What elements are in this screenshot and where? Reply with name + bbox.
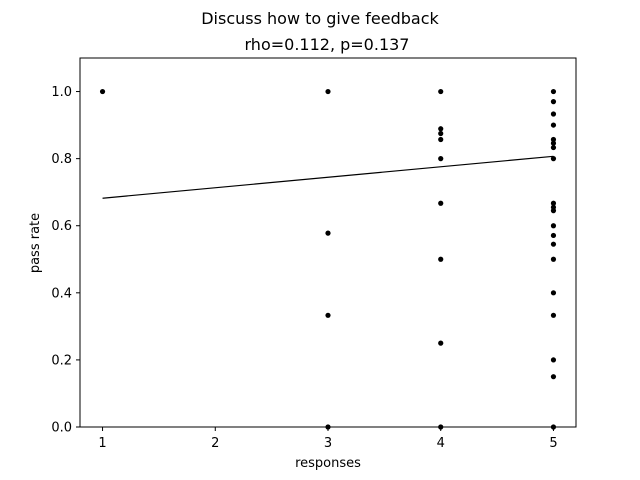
chart-title: Discuss how to give feedback [201, 9, 439, 28]
data-point-3 [325, 312, 331, 318]
data-point-0 [99, 88, 106, 95]
x-tick-label-2: 3 [324, 436, 332, 451]
plot-frame [79, 57, 577, 428]
data-point-31 [550, 357, 557, 363]
data-point-2 [325, 230, 331, 236]
y-tick-label-4: 0.8 [51, 152, 72, 167]
y-tick-label-2: 0.4 [51, 286, 72, 301]
data-point-16 [550, 111, 557, 117]
data-point-32 [550, 374, 557, 380]
data-point-12 [438, 340, 444, 346]
y-tick-label-5: 1.0 [51, 85, 72, 100]
data-points [99, 88, 557, 430]
data-point-29 [550, 290, 557, 296]
data-point-5 [438, 88, 444, 95]
data-point-30 [550, 312, 557, 318]
data-point-8 [438, 136, 444, 143]
y-tick-label-1: 0.2 [51, 353, 72, 368]
data-point-24 [550, 208, 557, 214]
data-point-6 [438, 126, 444, 132]
data-point-15 [550, 99, 557, 105]
data-point-1 [325, 88, 331, 95]
y-axis-label: pass rate [28, 213, 43, 273]
data-point-28 [550, 256, 557, 262]
y-tick-label-3: 0.6 [51, 219, 72, 234]
chart-subtitle: rho=0.112, p=0.137 [245, 35, 410, 54]
data-point-7 [438, 130, 444, 137]
x-tick-label-3: 4 [437, 436, 445, 451]
data-point-19 [550, 140, 557, 146]
y-tick-label-0: 0.0 [51, 421, 72, 436]
x-axis-label: responses [295, 456, 361, 471]
data-point-17 [550, 122, 557, 128]
data-point-27 [550, 241, 557, 247]
data-point-9 [438, 156, 444, 162]
data-point-25 [550, 223, 557, 229]
data-point-14 [550, 88, 557, 95]
data-point-11 [438, 256, 444, 262]
data-point-21 [550, 156, 557, 162]
data-point-20 [550, 144, 557, 151]
x-tick-label-0: 1 [98, 436, 106, 451]
trend-line [102, 155, 554, 199]
axis-ticks: 1 2 3 4 5 0.0 0.2 0.4 0.6 0.8 1.0 [51, 85, 557, 451]
data-point-22 [550, 200, 557, 206]
data-point-26 [550, 232, 557, 239]
x-tick-label-1: 2 [211, 436, 219, 451]
trend-line-layer [102, 155, 554, 199]
x-tick-label-4: 5 [549, 436, 557, 451]
data-point-10 [438, 200, 444, 206]
data-point-18 [550, 136, 557, 143]
